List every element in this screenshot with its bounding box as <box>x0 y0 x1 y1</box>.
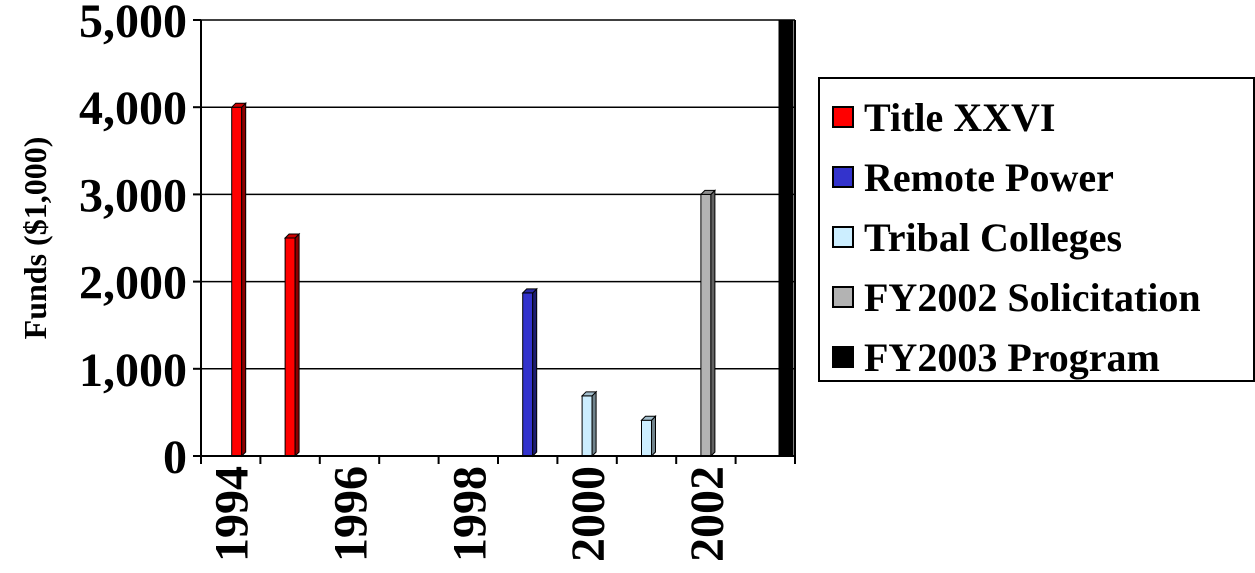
x-tick-label: 1994 <box>206 466 259 562</box>
bar <box>230 101 247 458</box>
bar-front <box>778 19 794 457</box>
bar-front <box>231 106 243 457</box>
bar <box>283 232 301 458</box>
legend-label: FY2003 Program <box>864 334 1160 380</box>
legend-label: Title XXVI <box>864 94 1056 140</box>
y-tick-label: 0 <box>163 431 187 484</box>
y-tick-label: 4,000 <box>79 82 187 135</box>
bar <box>699 189 717 458</box>
legend-swatch <box>832 286 854 308</box>
legend-item: FY2002 Solicitation <box>832 267 1253 327</box>
tick-labels: 0 1,000 2,000 3,000 4,000 5,000 1994 1996 1998 20… <box>79 0 734 562</box>
bar-side <box>294 232 300 458</box>
legend-label: Remote Power <box>864 154 1114 200</box>
y-tick-label: 5,000 <box>79 0 187 48</box>
y-tick-label: 1,000 <box>79 344 187 397</box>
bar-top <box>521 288 538 294</box>
y-tick-label: 2,000 <box>79 257 187 310</box>
bar-front <box>641 419 652 457</box>
legend-item: FY2003 Program <box>832 327 1253 387</box>
legend-swatch <box>832 106 854 128</box>
x-tick-label: 1996 <box>325 466 378 562</box>
bar-side <box>710 189 716 458</box>
legend-swatch <box>832 226 854 248</box>
legend-item: Remote Power <box>832 147 1253 207</box>
bar-front <box>284 237 296 457</box>
bar <box>778 19 794 457</box>
bar-front <box>522 292 534 457</box>
bar-front <box>700 193 712 457</box>
bar-side <box>591 390 597 458</box>
x-tick-label: 2000 <box>562 466 615 562</box>
y-axis-title: Funds ($1,000) <box>17 137 53 340</box>
bar-top <box>230 102 247 108</box>
bar-front <box>581 395 593 457</box>
legend-label: FY2002 Solicitation <box>864 274 1201 320</box>
bar-top <box>580 391 598 397</box>
bar-side <box>532 287 538 458</box>
bar <box>580 390 598 458</box>
bar-top <box>640 415 657 421</box>
bar-top <box>699 189 717 195</box>
legend: Title XXVI Remote Power Tribal Colleges FY2… <box>818 77 1255 382</box>
x-tick-label: 2002 <box>681 466 734 562</box>
bar <box>640 415 657 458</box>
bars <box>230 19 794 458</box>
legend-item: Title XXVI <box>832 87 1253 147</box>
y-tick-label: 3,000 <box>79 169 187 222</box>
bar <box>521 287 538 458</box>
legend-swatch <box>832 166 854 188</box>
bar-side <box>651 415 656 458</box>
bar-side <box>241 101 247 458</box>
x-tick-label: 1998 <box>443 466 496 562</box>
legend-label: Tribal Colleges <box>864 214 1123 260</box>
legend-item: Tribal Colleges <box>832 207 1253 267</box>
legend-swatch <box>832 346 854 368</box>
gridlines <box>201 19 795 370</box>
axes <box>193 19 796 464</box>
bar-top <box>283 233 301 239</box>
